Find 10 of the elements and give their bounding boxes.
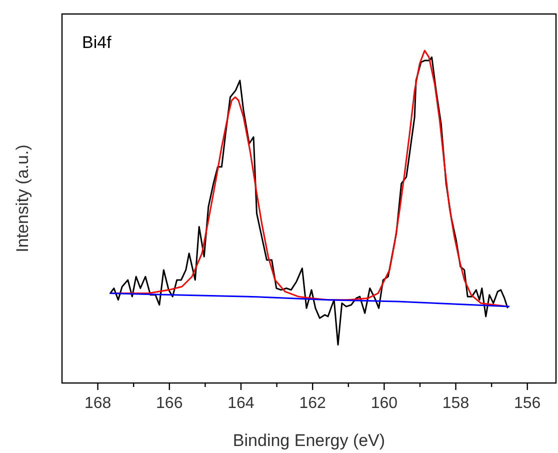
annotation: Bi4f — [82, 33, 112, 52]
y-axis-title: Intensity (a.u.) — [13, 144, 32, 252]
x-tick-label: 166 — [156, 395, 183, 412]
x-tick-label: 156 — [514, 395, 541, 412]
x-tick-label: 164 — [228, 395, 254, 412]
x-tick-label: 168 — [84, 395, 112, 412]
x-axis-title: Binding Energy (eV) — [232, 431, 386, 450]
x-tick-label: 162 — [299, 395, 326, 412]
x-tick-label: 160 — [370, 395, 398, 412]
x-tick-label: 158 — [442, 395, 470, 412]
